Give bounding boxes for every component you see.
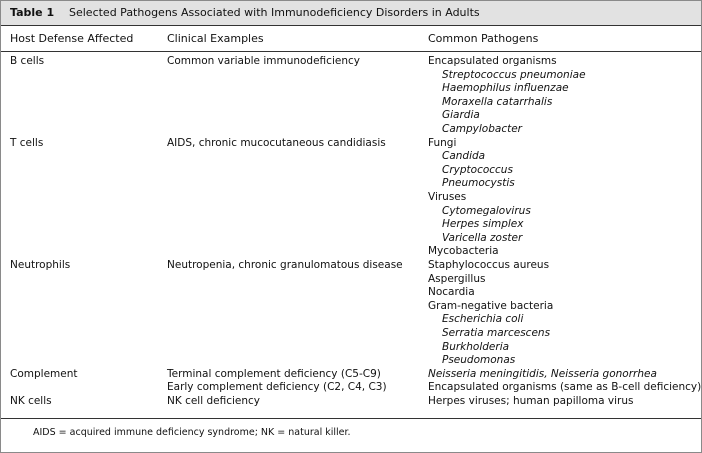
- clinical-example-text: AIDS, chronic mucocutaneous candidiasis: [167, 136, 386, 149]
- pathogen-text: Streptococcus pneumoniae: [442, 68, 586, 81]
- cell-host-defense: T cells: [10, 137, 43, 151]
- header-clinical-examples: Clinical Examples: [167, 32, 264, 45]
- cell-host-defense: NK cells: [10, 395, 52, 409]
- clinical-example-text: NK cell deficiency: [167, 395, 261, 407]
- table-label: Table 1: [10, 6, 55, 19]
- cell-common-pathogens: Herpes viruses; human papilloma virus: [428, 395, 633, 409]
- pathogen-text: Pseudomonas: [442, 354, 516, 367]
- footnote-text: AIDS = acquired immune deficiency syndro…: [33, 427, 351, 438]
- pathogen-text: Varicella zoster: [442, 231, 523, 244]
- pathogen-text: Serratia marcescens: [442, 326, 551, 339]
- cell-common-pathogens: Neisseria meningitidis, Neisseria gonorr…: [428, 368, 701, 395]
- pathogen-text: Fungi: [428, 136, 457, 149]
- clinical-example-text: Terminal complement deficiency (C5-C9): [167, 367, 381, 380]
- cell-clinical-examples: NK cell deficiency: [167, 395, 260, 409]
- host-defense-text: Complement: [10, 367, 78, 380]
- pathogen-text: Pneumocystis: [442, 177, 515, 190]
- host-defense-text: B cells: [10, 55, 45, 67]
- cell-clinical-examples: AIDS, chronic mucocutaneous candidiasis: [167, 137, 386, 151]
- pathogen-text: Viruses: [428, 190, 467, 203]
- table-footnote: AIDS = acquired immune deficiency syndro…: [1, 418, 701, 453]
- cell-common-pathogens: Fungi Candida Cryptococcus Pneumocystis Viru…: [428, 137, 531, 259]
- cell-host-defense: B cells: [10, 55, 44, 69]
- cell-common-pathogens: Staphylococcus aureus Aspergillus Nocardia…: [428, 259, 553, 368]
- pathogen-text: Campylobacter: [442, 122, 522, 135]
- pathogen-text: Herpes viruses; human papilloma virus: [428, 395, 634, 407]
- pathogen-text: Staphylococcus aureus: [428, 259, 550, 271]
- pathogen-text: Encapsulated organisms (same as B-cell d…: [428, 381, 702, 394]
- cell-common-pathogens: Encapsulated organisms Streptococcus pneu…: [428, 55, 586, 137]
- table-caption: Table 1 Selected Pathogens Associated wi…: [1, 1, 701, 26]
- table-title: Selected Pathogens Associated with Immun…: [69, 6, 480, 19]
- table-body: B cells Common variable immunodeficiency E…: [1, 52, 701, 417]
- header-common-pathogens: Common Pathogens: [428, 32, 539, 45]
- pathogen-text: Aspergillus: [428, 272, 486, 285]
- host-defense-text: Neutrophils: [10, 259, 71, 271]
- pathogen-text: Candida: [442, 150, 486, 163]
- pathogen-text: Mycobacteria: [428, 245, 499, 258]
- pathogen-text: Escherichia coli: [442, 313, 524, 326]
- pathogen-text: Herpes simplex: [442, 218, 524, 231]
- pathogen-text: Burkholderia: [442, 340, 510, 353]
- pathogen-text: Gram-negative bacteria: [428, 299, 554, 312]
- cell-clinical-examples: Terminal complement deficiency (C5-C9) Ea…: [167, 368, 387, 395]
- host-defense-text: NK cells: [10, 395, 52, 407]
- pathogen-text: Cryptococcus: [442, 163, 513, 176]
- pathogen-text: Moraxella catarrhalis: [442, 95, 553, 108]
- table-header-row: Host Defense Affected Clinical Examples …: [1, 26, 701, 52]
- pathogen-text: Giardia: [442, 109, 480, 122]
- header-host-defense: Host Defense Affected: [10, 32, 134, 45]
- cell-host-defense: Complement: [10, 368, 78, 382]
- clinical-example-text: Early complement deficiency (C2, C4, C3): [167, 381, 387, 394]
- cell-clinical-examples: Common variable immunodeficiency: [167, 55, 360, 69]
- clinical-example-text: Common variable immunodeficiency: [167, 55, 360, 67]
- clinical-example-text: Neutropenia, chronic granulomatous disea…: [167, 259, 403, 271]
- cell-host-defense: Neutrophils: [10, 259, 70, 273]
- pathogen-text: Haemophilus influenzae: [442, 82, 569, 95]
- cell-clinical-examples: Neutropenia, chronic granulomatous disea…: [167, 259, 403, 273]
- pathogen-text: Cytomegalovirus: [442, 204, 531, 217]
- pathogen-text: Nocardia: [428, 286, 475, 299]
- host-defense-text: T cells: [10, 136, 44, 149]
- pathogen-text: Encapsulated organisms: [428, 55, 557, 67]
- pathogen-text: Neisseria meningitidis, Neisseria gonorr…: [428, 367, 657, 380]
